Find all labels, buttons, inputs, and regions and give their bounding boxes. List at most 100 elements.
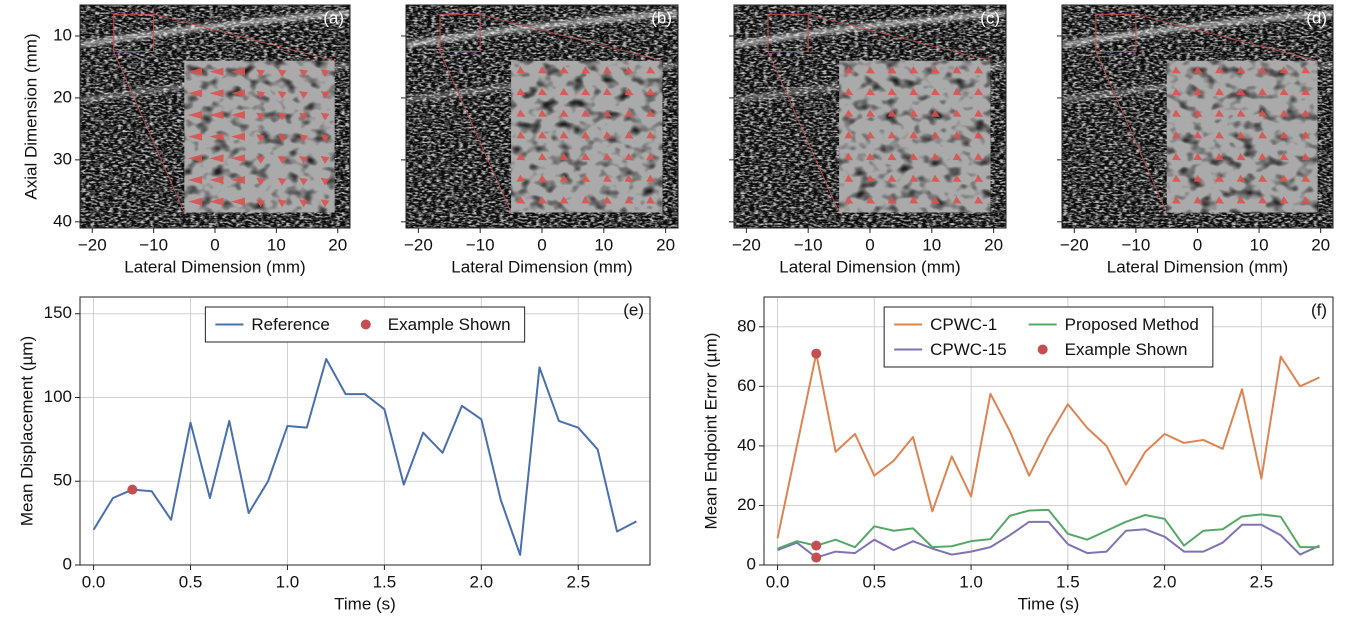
flow-arrow: [931, 87, 940, 96]
legend-label: Reference: [251, 315, 329, 334]
axes-frame: [763, 296, 1334, 566]
flow-arrow: [299, 177, 309, 186]
flow-arrow: [646, 131, 656, 139]
flow-arrow: [866, 131, 876, 139]
flow-arrow: [1258, 66, 1268, 74]
flow-arrow: [256, 112, 266, 121]
flow-arrow: [231, 175, 246, 184]
x-tick-label: 0.0: [766, 572, 790, 591]
x-tick-label: 10: [1250, 235, 1269, 254]
flow-arrow: [277, 112, 287, 121]
flow-arrow: [1172, 66, 1181, 74]
flow-arrow: [256, 69, 266, 78]
panel-label: (e): [623, 300, 644, 319]
flow-arrow: [624, 196, 634, 204]
flow-arrow: [1215, 196, 1225, 204]
flow-arrow: [909, 174, 919, 182]
x-tick-label: 10: [267, 235, 286, 254]
flow-arrow: [1301, 152, 1311, 161]
flow-arrow: [1172, 196, 1181, 204]
flow-arrow: [299, 91, 309, 99]
flow-arrow: [516, 196, 526, 204]
series-line: [92, 357, 637, 556]
flow-arrow: [1215, 87, 1225, 96]
flow-arrow: [1193, 109, 1203, 117]
flow-arrow: [231, 110, 246, 119]
flow-arrow: [952, 174, 962, 182]
flow-arrow: [1193, 131, 1203, 139]
x-tick-label: 20: [656, 235, 675, 254]
flow-arrow: [320, 199, 330, 208]
flow-arrow: [931, 152, 940, 161]
flow-arrow: [516, 152, 526, 161]
flow-arrow: [277, 134, 287, 143]
flow-arrow: [516, 109, 526, 117]
flow-arrow: [624, 152, 634, 161]
flow-arrow: [256, 134, 266, 143]
flow-arrow: [581, 174, 591, 182]
roi-box: [767, 13, 809, 52]
x-tick-label: −10: [794, 235, 823, 254]
roi-link: [1135, 13, 1318, 62]
flow-arrow: [320, 134, 330, 143]
flow-arrow: [844, 196, 854, 204]
flow-arrow: [209, 132, 224, 141]
flow-arrow: [909, 87, 919, 96]
y-tick-label: 40: [737, 435, 756, 454]
flow-arrow: [1301, 131, 1311, 139]
roi-link: [113, 51, 185, 213]
legend-label: Example Shown: [1065, 340, 1188, 359]
legend: Reference Example Shown: [204, 306, 526, 343]
flow-arrow: [603, 174, 612, 182]
flow-arrow: [1301, 174, 1311, 182]
flow-arrow: [320, 91, 330, 99]
flow-arrow: [320, 156, 330, 164]
flow-arrow: [277, 69, 287, 78]
flow-arrow: [1172, 131, 1181, 139]
flow-arrow: [1258, 131, 1268, 139]
flow-arrow: [909, 66, 919, 74]
roi-link: [808, 13, 991, 62]
flow-arrow: [299, 156, 309, 164]
flow-arrow: [1193, 152, 1203, 161]
flow-arrow: [844, 109, 854, 117]
flow-arrow: [231, 89, 246, 98]
flow-arrow: [1193, 87, 1203, 96]
flow-arrow: [209, 197, 224, 206]
flow-arrow: [559, 174, 569, 182]
panel-label: (b): [651, 8, 672, 27]
flow-arrow: [952, 109, 962, 117]
flow-arrow: [1172, 174, 1181, 182]
flow-arrow: [866, 87, 876, 96]
flow-arrow: [844, 152, 854, 161]
flow-arrow: [624, 87, 634, 96]
x-tick-label: 0.0: [82, 572, 106, 591]
y-axis-label: Mean Endpoint Error (µm): [701, 333, 720, 530]
flow-arrow: [952, 66, 962, 74]
flow-arrow: [1279, 66, 1289, 74]
x-tick-label: 20: [984, 235, 1003, 254]
roi-link: [153, 13, 335, 62]
flow-arrow: [909, 109, 919, 117]
y-axis-label: Axial Dimension (mm): [21, 33, 40, 199]
x-tick-label: 2.0: [470, 572, 494, 591]
x-tick-label: 20: [1311, 235, 1330, 254]
flow-arrow: [646, 196, 656, 204]
flow-arrow: [1279, 131, 1289, 139]
flow-arrow: [1236, 131, 1246, 139]
flow-arrow: [974, 87, 984, 96]
flow-arrow: [974, 196, 984, 204]
series-line: [776, 352, 1320, 539]
flow-arrow: [1215, 131, 1225, 139]
flow-arrow: [581, 109, 591, 117]
flow-arrow: [646, 152, 656, 161]
flow-arrow: [1193, 174, 1203, 182]
flow-arrow: [603, 109, 612, 117]
flow-arrow: [624, 109, 634, 117]
flow-arrow: [209, 154, 224, 163]
flow-arrow: [866, 66, 876, 74]
flow-arrow: [1258, 109, 1268, 117]
y-tick-label: 30: [53, 149, 72, 168]
flow-arrow: [320, 177, 330, 186]
x-tick-label: 0: [210, 235, 219, 254]
